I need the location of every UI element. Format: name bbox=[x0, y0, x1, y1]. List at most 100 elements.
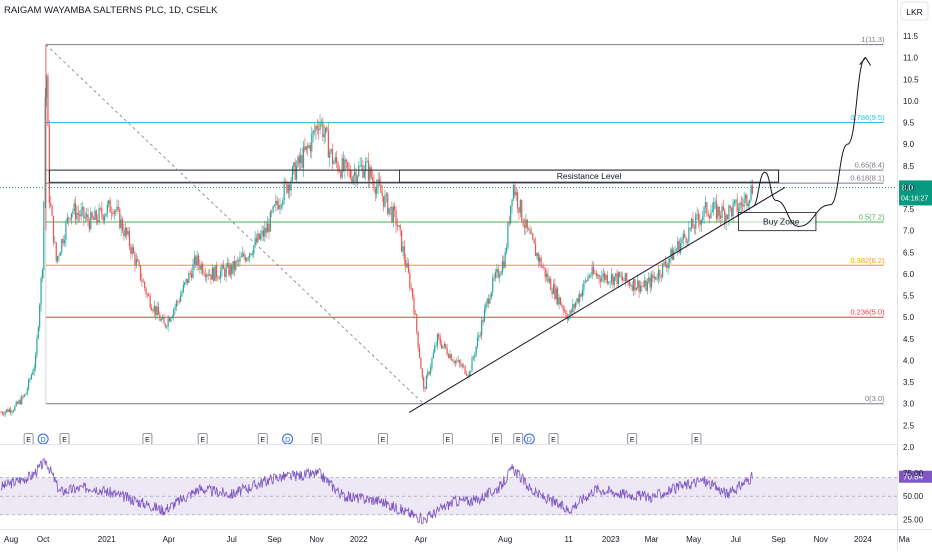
candle-body bbox=[389, 206, 392, 208]
candle-body bbox=[50, 203, 52, 206]
candle-body bbox=[650, 274, 653, 288]
candle-body bbox=[675, 249, 678, 251]
candle-body bbox=[493, 277, 495, 279]
candle-body bbox=[692, 218, 694, 228]
candle-body bbox=[324, 127, 327, 135]
candle-body bbox=[253, 245, 255, 255]
candle-body bbox=[742, 205, 744, 207]
candle-body bbox=[696, 214, 698, 216]
candle-body bbox=[365, 161, 367, 172]
candle-body bbox=[483, 309, 486, 322]
x-tick-label: Jul bbox=[731, 535, 741, 544]
candle-body bbox=[258, 233, 260, 240]
candle-body bbox=[366, 161, 368, 162]
candle-body bbox=[515, 192, 517, 196]
candle-body bbox=[583, 281, 585, 290]
candle-body bbox=[414, 314, 416, 315]
candle-body bbox=[57, 256, 59, 262]
y-tick-label: 10.5 bbox=[903, 75, 919, 84]
candle-body bbox=[645, 280, 647, 291]
x-tick-label: Nov bbox=[814, 535, 828, 544]
candle-body bbox=[454, 360, 457, 363]
rsi-tick-label: 50.00 bbox=[903, 492, 924, 501]
candle-body bbox=[363, 171, 365, 178]
candle-body bbox=[25, 393, 27, 395]
candle-body bbox=[262, 230, 265, 237]
fib-level-label: 0.236(5.0) bbox=[850, 308, 885, 317]
earnings-event-label: E bbox=[495, 437, 500, 444]
candle-body bbox=[275, 200, 277, 206]
candle-body bbox=[48, 126, 50, 204]
candle-body bbox=[425, 375, 428, 390]
candle-body bbox=[689, 227, 691, 229]
candle-body bbox=[155, 305, 157, 316]
currency-label[interactable]: LKR bbox=[906, 7, 923, 17]
candle-body bbox=[638, 280, 640, 292]
candle-body bbox=[476, 337, 479, 347]
y-tick-label: 2.0 bbox=[903, 443, 915, 452]
candle-body bbox=[424, 388, 426, 390]
candle-body bbox=[460, 363, 462, 367]
candle-body bbox=[385, 193, 387, 196]
rsi-tick-label: 75.00 bbox=[903, 469, 924, 478]
candle-body bbox=[416, 314, 418, 332]
candle-body bbox=[587, 276, 589, 281]
candle-body bbox=[109, 200, 111, 213]
candle-body bbox=[400, 230, 403, 252]
candle-body bbox=[539, 257, 541, 262]
candle-body bbox=[37, 327, 39, 338]
candle-body bbox=[485, 303, 487, 310]
candle-body bbox=[613, 276, 615, 285]
earnings-event-label: E bbox=[314, 437, 319, 444]
candle-body bbox=[222, 264, 224, 269]
candle-body bbox=[229, 265, 231, 276]
candle-body bbox=[59, 252, 61, 256]
candle-body bbox=[137, 259, 139, 262]
candle-body bbox=[420, 357, 422, 370]
candle-body bbox=[525, 219, 527, 228]
candle-body bbox=[40, 278, 42, 306]
candle-body bbox=[297, 156, 299, 167]
candle-body bbox=[418, 347, 421, 358]
x-tick-label: Aug bbox=[4, 535, 18, 544]
candle-body bbox=[586, 280, 588, 282]
candle-body bbox=[308, 144, 310, 148]
candle-body bbox=[203, 273, 205, 275]
candle-body bbox=[278, 204, 280, 210]
x-tick-label: 2024 bbox=[854, 535, 872, 544]
y-tick-label: 5.5 bbox=[903, 292, 915, 301]
candle-body bbox=[217, 277, 219, 279]
candle-body bbox=[307, 146, 309, 148]
candle-body bbox=[153, 305, 155, 312]
candle-body bbox=[8, 409, 10, 413]
candle-body bbox=[677, 240, 679, 250]
candle-body bbox=[626, 273, 628, 281]
candle-body bbox=[428, 371, 430, 374]
candle-body bbox=[443, 343, 445, 346]
earnings-event-label: E bbox=[694, 437, 699, 444]
candle-body bbox=[441, 343, 443, 349]
candle-body bbox=[218, 278, 220, 280]
y-tick-label: 7.0 bbox=[903, 227, 915, 236]
candle-body bbox=[679, 243, 682, 253]
candle-body bbox=[619, 272, 621, 277]
candle-body bbox=[621, 276, 624, 281]
fib-level-label: 0.786(9.5) bbox=[850, 113, 885, 122]
candle-body bbox=[215, 265, 218, 278]
candle-body bbox=[667, 262, 669, 269]
candle-body bbox=[457, 360, 459, 362]
candle-body bbox=[554, 284, 556, 300]
candle-body bbox=[41, 270, 44, 279]
candle-body bbox=[91, 212, 93, 219]
candle-body bbox=[482, 320, 484, 322]
candle-body bbox=[86, 214, 88, 218]
candle-body bbox=[166, 326, 168, 328]
candle-body bbox=[731, 207, 733, 217]
candle-body bbox=[110, 212, 113, 214]
candle-body bbox=[410, 288, 412, 289]
candle-body bbox=[511, 199, 513, 206]
projection-arrow-path[interactable] bbox=[752, 57, 867, 227]
candle-body bbox=[660, 276, 662, 278]
ascending-trendline[interactable] bbox=[408, 186, 786, 413]
